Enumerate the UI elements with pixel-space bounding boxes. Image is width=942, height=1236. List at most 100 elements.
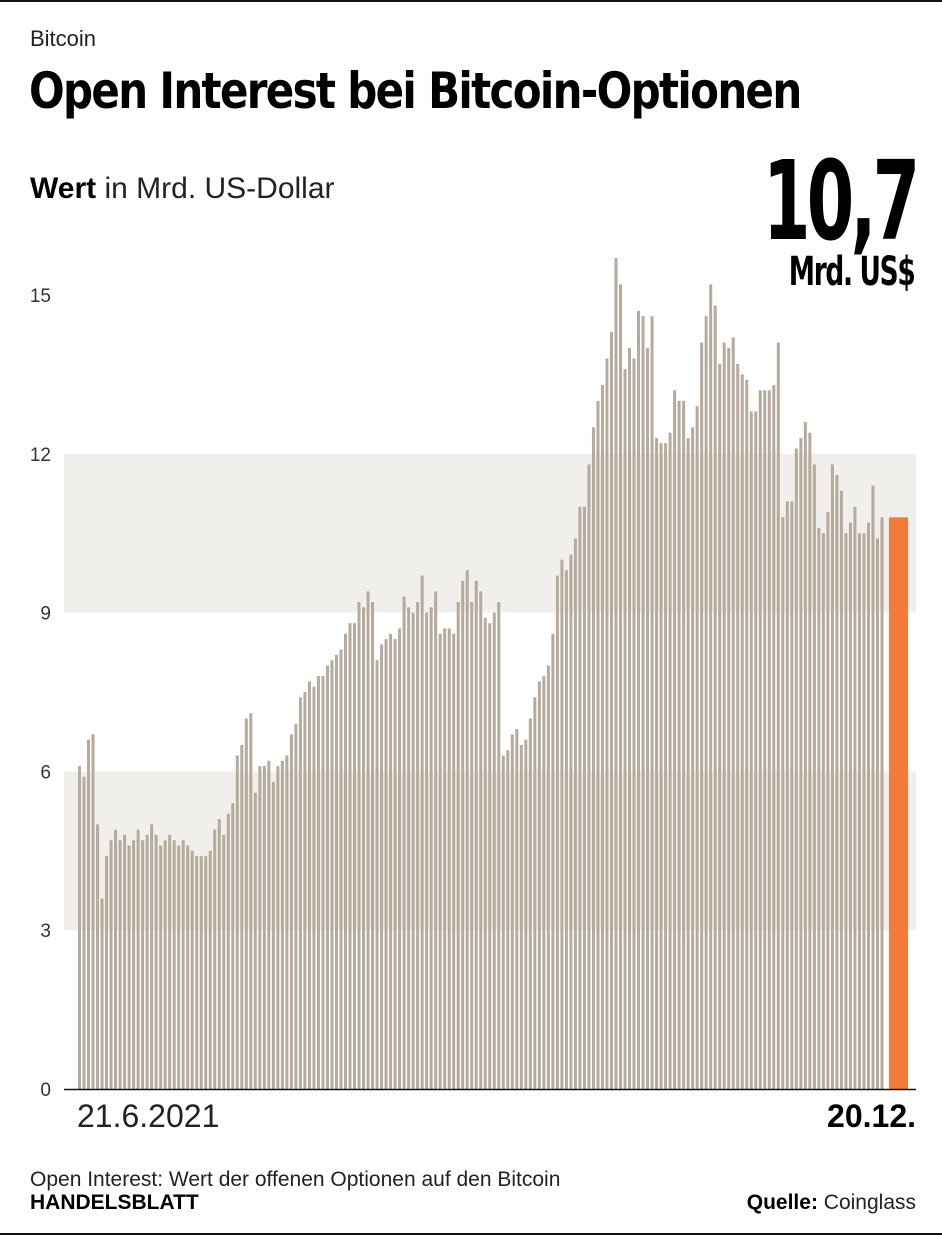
y-tick-label: 15 <box>30 286 51 307</box>
bar <box>835 474 839 1090</box>
bar <box>871 485 875 1089</box>
y-tick-label: 9 <box>40 604 51 625</box>
bar <box>722 342 726 1089</box>
bar <box>564 570 568 1089</box>
bar <box>736 363 740 1089</box>
bar <box>348 623 352 1089</box>
bar <box>186 845 190 1089</box>
bar <box>132 840 136 1089</box>
bar <box>641 316 645 1089</box>
bar <box>830 464 834 1089</box>
top-rule <box>0 0 942 2</box>
bar <box>330 660 334 1089</box>
subtitle-bold: Wert <box>30 172 97 205</box>
bar <box>497 602 501 1089</box>
bar <box>425 612 429 1089</box>
bar <box>848 522 852 1089</box>
chart-subtitle: Wert in Mrd. US-Dollar <box>30 172 335 206</box>
x-label-end: 20.12. <box>827 1098 916 1134</box>
bar <box>758 390 762 1089</box>
bar <box>880 517 884 1089</box>
bar <box>384 639 388 1089</box>
bar <box>321 676 325 1089</box>
bar <box>866 522 870 1089</box>
bar <box>546 665 550 1089</box>
bar <box>461 580 465 1089</box>
bar <box>271 781 275 1089</box>
source-name: Coinglass <box>823 1191 916 1214</box>
bar <box>605 358 609 1089</box>
bar <box>501 755 505 1089</box>
bar <box>267 760 271 1089</box>
bar <box>339 649 343 1089</box>
bar <box>781 517 785 1089</box>
bar <box>159 845 163 1089</box>
bar <box>578 506 582 1090</box>
bar <box>637 310 641 1089</box>
bar <box>713 305 717 1090</box>
bar <box>199 856 203 1089</box>
bar <box>177 845 181 1089</box>
bar <box>862 533 866 1089</box>
bar <box>474 580 478 1089</box>
bar <box>434 591 438 1089</box>
bar <box>78 766 81 1089</box>
bar <box>456 602 460 1089</box>
bar <box>817 527 821 1089</box>
bar <box>731 337 735 1090</box>
bar <box>560 559 564 1089</box>
bar <box>91 734 95 1089</box>
bar <box>235 755 239 1089</box>
bar <box>632 358 636 1089</box>
bar <box>298 697 302 1089</box>
bar <box>573 538 577 1089</box>
bottom-rule <box>0 1233 942 1235</box>
bar <box>628 347 632 1089</box>
bar <box>181 840 185 1089</box>
bar <box>96 824 100 1089</box>
bar <box>596 400 600 1089</box>
bar <box>366 591 370 1089</box>
bar <box>718 363 722 1089</box>
bar <box>402 596 406 1089</box>
bar <box>646 347 650 1089</box>
bar <box>826 512 830 1089</box>
bar <box>285 755 289 1089</box>
bar <box>316 676 320 1089</box>
bar <box>686 437 690 1089</box>
bar <box>528 718 532 1089</box>
bar <box>280 760 284 1089</box>
bar <box>745 379 749 1089</box>
bar <box>587 464 591 1089</box>
bar <box>362 607 366 1089</box>
y-tick-label: 6 <box>40 762 51 783</box>
bar <box>569 554 573 1089</box>
bar <box>767 390 771 1089</box>
bar <box>542 676 546 1089</box>
bar <box>682 400 686 1089</box>
bar <box>380 644 384 1089</box>
bar <box>709 284 713 1089</box>
bar <box>429 607 433 1089</box>
bar <box>659 443 663 1089</box>
bar <box>488 623 492 1089</box>
kicker: Bitcoin <box>30 26 97 51</box>
bar <box>479 591 483 1089</box>
bar <box>253 792 257 1089</box>
bar <box>650 316 654 1089</box>
bar <box>438 633 442 1089</box>
bar <box>136 829 140 1089</box>
bar <box>204 856 208 1089</box>
bar <box>87 739 91 1089</box>
x-label-start: 21.6.2021 <box>77 1098 220 1134</box>
bar <box>145 834 149 1089</box>
bar <box>812 464 816 1089</box>
bar <box>551 633 555 1089</box>
bar-chart: 0 3 6 9 12 15 <box>30 257 916 1100</box>
bar <box>465 570 469 1089</box>
bar <box>222 834 226 1089</box>
bars <box>78 257 908 1090</box>
bar <box>695 406 699 1089</box>
y-tick-label: 3 <box>40 921 51 942</box>
bar <box>100 898 104 1089</box>
